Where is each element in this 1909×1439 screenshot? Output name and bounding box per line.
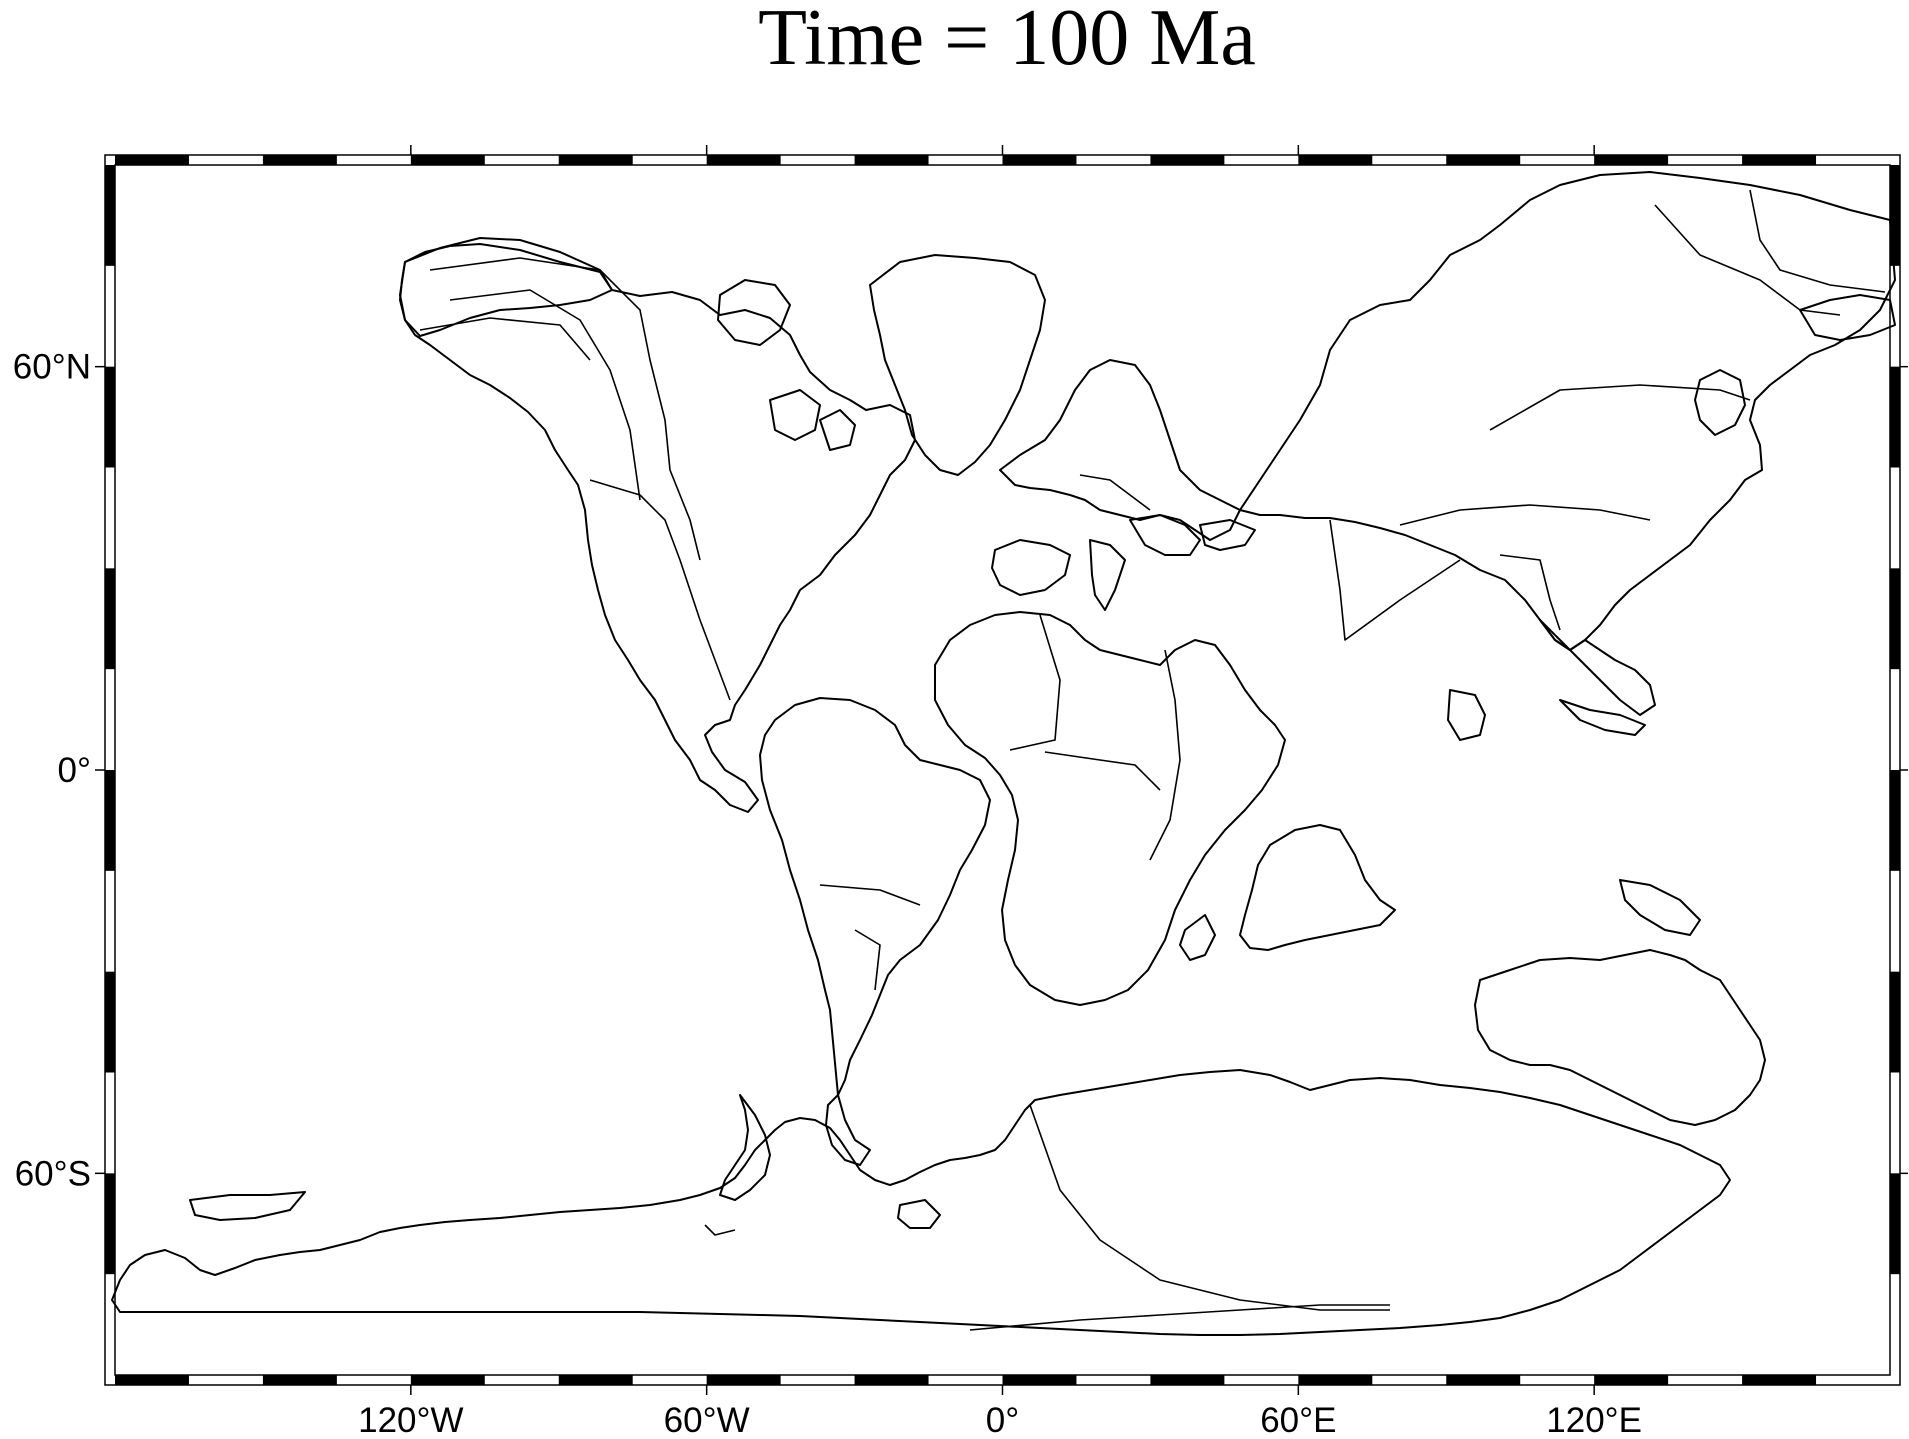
plate-boundary bbox=[819, 884, 921, 906]
plate-boundary bbox=[449, 289, 641, 501]
plate-boundary bbox=[1749, 189, 1886, 293]
frame-inner-border bbox=[114, 164, 1891, 1376]
y-tick-label: 60°N bbox=[13, 348, 91, 387]
frame-outer-border bbox=[104, 154, 1901, 1386]
frame-left-tick-block bbox=[105, 770, 115, 871]
sundaland-coastline bbox=[1539, 619, 1656, 736]
eurasia-coastline bbox=[1239, 171, 1896, 651]
plate-boundary bbox=[1029, 1104, 1390, 1311]
y-tick-label: 60°S bbox=[15, 1154, 91, 1193]
plate-boundary bbox=[854, 929, 881, 991]
frame-bottom-tick-block bbox=[1002, 1375, 1077, 1385]
x-tick-label: 60°E bbox=[1260, 1401, 1336, 1439]
frame-bottom-tick-block bbox=[262, 1375, 337, 1385]
plate-boundary bbox=[1499, 554, 1561, 631]
africa-coastline bbox=[934, 611, 1286, 1006]
frame-left-tick-block bbox=[105, 1173, 115, 1275]
new-guinea-coastline bbox=[1619, 879, 1701, 936]
plate-boundary bbox=[1489, 384, 1751, 431]
coastlines-layer bbox=[111, 171, 1896, 1336]
plate-boundary bbox=[1329, 519, 1461, 641]
greenland-coastline bbox=[869, 254, 1046, 476]
plate-boundary bbox=[704, 1224, 736, 1236]
frame-top-tick-block bbox=[1742, 155, 1817, 165]
frame-bottom-tick-block bbox=[1594, 1375, 1669, 1385]
frame-bottom-tick-block bbox=[558, 1375, 633, 1385]
frame-bottom-tick-block bbox=[1150, 1375, 1225, 1385]
arctic-islands-coastline bbox=[717, 279, 856, 451]
frame-top-tick-block bbox=[1150, 155, 1225, 165]
frame-right-tick-block bbox=[1890, 165, 1900, 266]
frame-bottom-tick-block bbox=[1298, 1375, 1373, 1385]
small-block-coastline bbox=[1447, 689, 1486, 741]
frame-top-tick-block bbox=[558, 155, 633, 165]
plate-boundaries-layer bbox=[419, 189, 1886, 1331]
frame-bottom-tick-block bbox=[706, 1375, 781, 1385]
japan-arc-coastline bbox=[1694, 369, 1746, 436]
frame-bottom-tick-block bbox=[115, 1375, 189, 1385]
frame-top-tick-block bbox=[1446, 155, 1521, 165]
frame-top-tick-block bbox=[410, 155, 485, 165]
frame-bottom-tick-block bbox=[854, 1375, 929, 1385]
x-tick-label: 0° bbox=[986, 1401, 1019, 1439]
frame-top-tick-block bbox=[706, 155, 781, 165]
frame-left-tick-block bbox=[105, 165, 115, 266]
tick-marks bbox=[95, 145, 1908, 1395]
frame-bottom-tick-block bbox=[410, 1375, 485, 1385]
plate-boundary bbox=[589, 479, 731, 701]
plate-boundary bbox=[1654, 204, 1841, 316]
iberia-coastline bbox=[991, 539, 1071, 596]
europe-coastline bbox=[999, 359, 1241, 541]
plate-boundary bbox=[419, 317, 591, 361]
north-america-coastline bbox=[399, 237, 916, 813]
x-axis-labels: 120°W 60°W 0° 60°E 120°E bbox=[358, 1401, 1642, 1439]
indo-madagascar-coastline bbox=[1179, 824, 1396, 961]
australia-coastline bbox=[1474, 949, 1766, 1126]
frame-top-tick-block bbox=[262, 155, 337, 165]
plate-boundary bbox=[1079, 474, 1151, 511]
plate-boundary bbox=[429, 257, 701, 561]
frame-right-tick-block bbox=[1890, 568, 1900, 670]
frame-top-tick-block bbox=[854, 155, 929, 165]
east-siberia-coastline bbox=[1799, 294, 1896, 341]
frame-top-tick-block bbox=[115, 155, 189, 165]
y-tick-label: 0° bbox=[58, 751, 91, 790]
frame-bottom-tick-block bbox=[1446, 1375, 1521, 1385]
x-tick-label: 60°W bbox=[664, 1401, 750, 1439]
frame-checker-ticks bbox=[105, 155, 1900, 1385]
alaska-coastline bbox=[399, 243, 613, 337]
x-tick-label: 120°W bbox=[358, 1401, 463, 1439]
frame-right-tick-block bbox=[1890, 770, 1900, 871]
plate-boundary bbox=[1399, 504, 1651, 526]
mediterranean-blocks-coastline bbox=[1089, 514, 1256, 611]
frame-left-tick-block bbox=[105, 366, 115, 468]
plate-boundary bbox=[1044, 751, 1161, 791]
frame-bottom-tick-block bbox=[1742, 1375, 1817, 1385]
frame-right-tick-block bbox=[1890, 1173, 1900, 1275]
subantarctic-islands-coastline bbox=[189, 1191, 941, 1229]
south-america-coastline bbox=[759, 697, 991, 1096]
frame-right-tick-block bbox=[1890, 971, 1900, 1073]
frame-left-tick-block bbox=[105, 568, 115, 670]
frame-top-tick-block bbox=[1002, 155, 1077, 165]
plate-boundary bbox=[1149, 649, 1181, 861]
plate-boundary bbox=[1009, 614, 1061, 751]
antarctic-peninsula-coastline bbox=[719, 1094, 771, 1201]
frame-right-tick-block bbox=[1890, 366, 1900, 468]
antarctica-coastline bbox=[111, 1069, 1731, 1336]
map-frame: 120°W 60°W 0° 60°E 120°E 60°N 0° 60°S bbox=[13, 145, 1908, 1439]
plate-boundary bbox=[969, 1304, 1390, 1331]
frame-top-tick-block bbox=[1594, 155, 1669, 165]
patagonia-coastline bbox=[825, 1094, 871, 1166]
x-tick-label: 120°E bbox=[1546, 1401, 1642, 1439]
frame-left-tick-block bbox=[105, 971, 115, 1073]
y-axis-labels: 60°N 0° 60°S bbox=[13, 348, 91, 1194]
map-title: Time = 100 Ma bbox=[758, 0, 1256, 82]
frame-top-tick-block bbox=[1298, 155, 1373, 165]
